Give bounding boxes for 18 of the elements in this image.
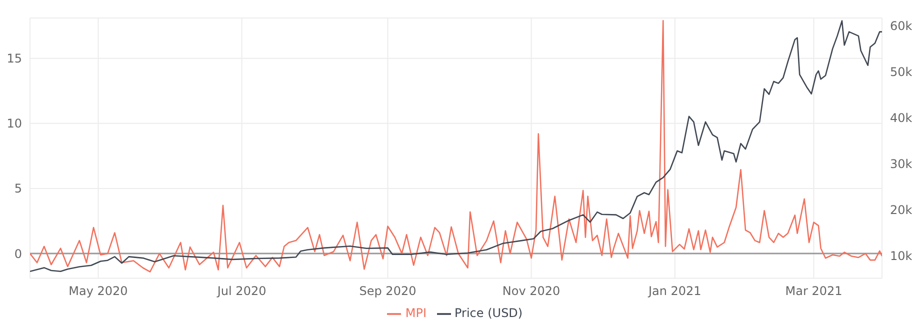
x-tick-label: Jul 2020: [216, 284, 266, 298]
y-tick-label: 10: [6, 116, 22, 131]
x-tick-label: Jan 2021: [647, 284, 702, 298]
x-tick-label: Mar 2021: [785, 284, 842, 298]
legend-label: Price (USD): [454, 306, 523, 320]
y-tick-label: 5: [14, 182, 22, 196]
y2-tick-label: 60k: [890, 19, 912, 34]
x-tick-label: May 2020: [68, 284, 128, 298]
x-tick-label: Sep 2020: [359, 284, 416, 298]
y2-tick-label: 30k: [890, 157, 912, 172]
y2-tick-label: 20k: [890, 203, 912, 218]
y2-tick-label: 10k: [890, 249, 912, 264]
x-tick-label: Nov 2020: [502, 284, 560, 298]
legend-label: MPI: [405, 306, 427, 320]
y2-tick-label: 50k: [890, 65, 912, 80]
y2-tick-label: 40k: [890, 111, 912, 126]
y-tick-label: 15: [6, 52, 22, 66]
y-tick-label: 0: [14, 246, 22, 261]
